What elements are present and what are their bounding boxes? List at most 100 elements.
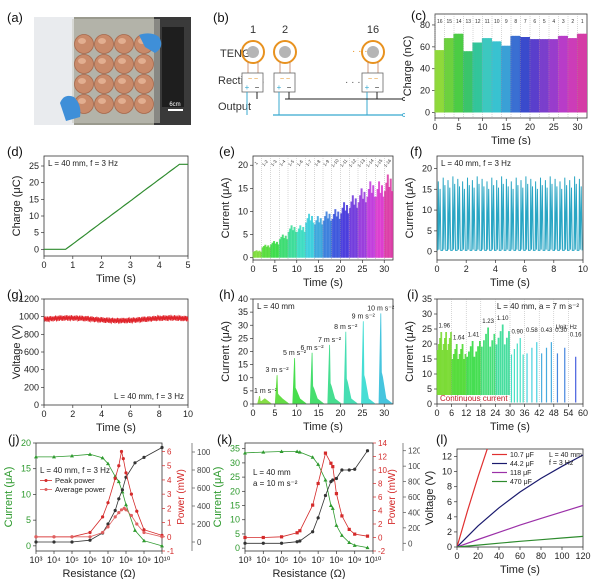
x-tick-label: 60 — [515, 551, 525, 561]
panel-label-k: (k) — [217, 432, 233, 447]
y-tick-label: 15 — [29, 194, 39, 204]
pulse-label: 8 m s⁻² — [334, 324, 358, 331]
y-tick-label: 0 — [427, 399, 432, 409]
series-line-power — [245, 451, 368, 538]
x-tick-label: 10⁸ — [330, 555, 344, 565]
pulse-label: 7 m s⁻² — [318, 337, 342, 344]
dome-highlight — [118, 58, 126, 64]
legend-marker — [44, 488, 48, 491]
panel-label-h: (h) — [219, 287, 235, 302]
panel-label-d: (d) — [7, 144, 23, 159]
chart-d: 0 1 2 3 4 5 0 5 10 15 20 25 Time (s) Charge (μC) L = 4… — [11, 155, 191, 285]
y-tick-label: 5 — [427, 226, 432, 236]
x-axis-label: Resistance (Ω) — [272, 568, 345, 579]
y-tick-label: 20 — [422, 163, 432, 173]
ac-symbol: ~ ~ — [368, 76, 378, 83]
x-tick-label: 15 — [314, 264, 324, 274]
plus-terminal: + — [365, 83, 370, 92]
y-tick-label: 0 — [425, 108, 430, 118]
x-tick-label: 120 — [575, 551, 590, 561]
y2-tick-label: 0 — [378, 534, 383, 543]
teng-dome — [74, 74, 94, 94]
panel-label-l: (l) — [436, 432, 448, 447]
y-tick-label: 400 — [24, 365, 39, 375]
pulse-label: 10 m s⁻² — [367, 305, 395, 312]
plus-terminal: + — [245, 83, 250, 92]
rectifier-box — [273, 72, 296, 93]
teng-dome — [94, 94, 114, 114]
panel-label-c: (c) — [411, 8, 427, 23]
segment-label: 8 — [514, 19, 517, 25]
current-trace — [437, 176, 583, 251]
panel-d: (d) 0 1 2 3 4 5 0 5 10 15 20 25 Time (s) Charge (μC) L… — [0, 140, 200, 290]
data-point — [129, 492, 133, 496]
data-point — [328, 503, 333, 508]
x-tick-label: 10³ — [238, 555, 251, 565]
y-tick-label: 35 — [238, 307, 248, 317]
x-tick-label: 5 — [185, 260, 190, 270]
segment-label: 1 — [581, 19, 584, 25]
y-axis-label: Charge (μC) — [11, 176, 23, 237]
x-tick-label: 10⁸ — [119, 555, 133, 565]
x-tick-label: 6 — [449, 408, 454, 418]
x-axis-label: Time (s) — [500, 564, 540, 576]
data-point — [116, 479, 121, 484]
y2-tick-label: 1 — [167, 519, 172, 528]
x-tick-label: 10¹⁰ — [365, 555, 382, 565]
data-point — [243, 535, 247, 540]
x-tick-label: 5 — [272, 408, 277, 418]
segment-label: 1-13 — [356, 158, 366, 168]
data-point — [279, 449, 284, 454]
y-tick-label: 8 — [447, 482, 452, 492]
y3-tick-label: 600 — [197, 484, 210, 493]
x-tick-label: 10⁷ — [101, 555, 114, 565]
segment-label: 1-9 — [322, 159, 330, 168]
y-tick-label: 5 — [235, 529, 240, 539]
segment-label: 1-5 — [287, 159, 295, 168]
y3-tick-label: 1000 — [408, 462, 420, 471]
data-point — [52, 535, 56, 539]
frequency-label: 0.30 — [555, 328, 567, 334]
y2-tick-label: -2 — [378, 547, 386, 556]
y-tick-label: 0 — [235, 543, 240, 553]
x-tick-label: 10⁴ — [256, 555, 270, 565]
y-tick-label: 30 — [238, 320, 248, 330]
data-point — [88, 538, 92, 542]
y-tick-label: 10 — [422, 369, 432, 379]
teng-number-1: 1 — [250, 24, 256, 36]
y-tick-label: 5 — [243, 386, 248, 396]
voltage-trace — [43, 314, 189, 325]
panel-label-b: (b) — [213, 10, 229, 25]
data-point — [323, 451, 328, 455]
y-tick-label: 12 — [442, 452, 452, 462]
data-point — [310, 455, 315, 459]
data-point — [142, 528, 146, 532]
chart-g: 0 2 4 6 8 10 0 200 400 600 800 1000 1200 Time (s) Volt… — [11, 294, 193, 434]
dome-highlight — [98, 78, 106, 84]
data-point — [295, 540, 299, 544]
y3-tick-label: 400 — [408, 508, 420, 517]
data-point — [142, 530, 146, 535]
data-point — [353, 532, 357, 536]
x-tick-label: 10 — [292, 264, 302, 274]
data-point — [129, 513, 133, 518]
data-point — [106, 525, 110, 529]
x-tick-label: 10⁵ — [65, 555, 79, 565]
data-point — [365, 545, 370, 550]
segment-label: 13 — [465, 19, 471, 25]
current-pulse — [257, 396, 272, 404]
x-tick-label: 60 — [578, 408, 588, 418]
data-point — [124, 508, 128, 512]
x-tick-label: 10⁶ — [83, 555, 97, 565]
frequency-label: 1.23 — [482, 319, 494, 325]
data-point — [323, 477, 328, 482]
data-point — [316, 516, 320, 520]
data-point — [331, 465, 335, 469]
y-tick-label: 10 — [230, 515, 240, 525]
y2-tick-label: 5 — [167, 462, 172, 471]
y2-tick-label: 12 — [378, 453, 387, 462]
x-tick-label: 5 — [272, 264, 277, 274]
y-axis-label: Current (μA) — [404, 178, 416, 239]
